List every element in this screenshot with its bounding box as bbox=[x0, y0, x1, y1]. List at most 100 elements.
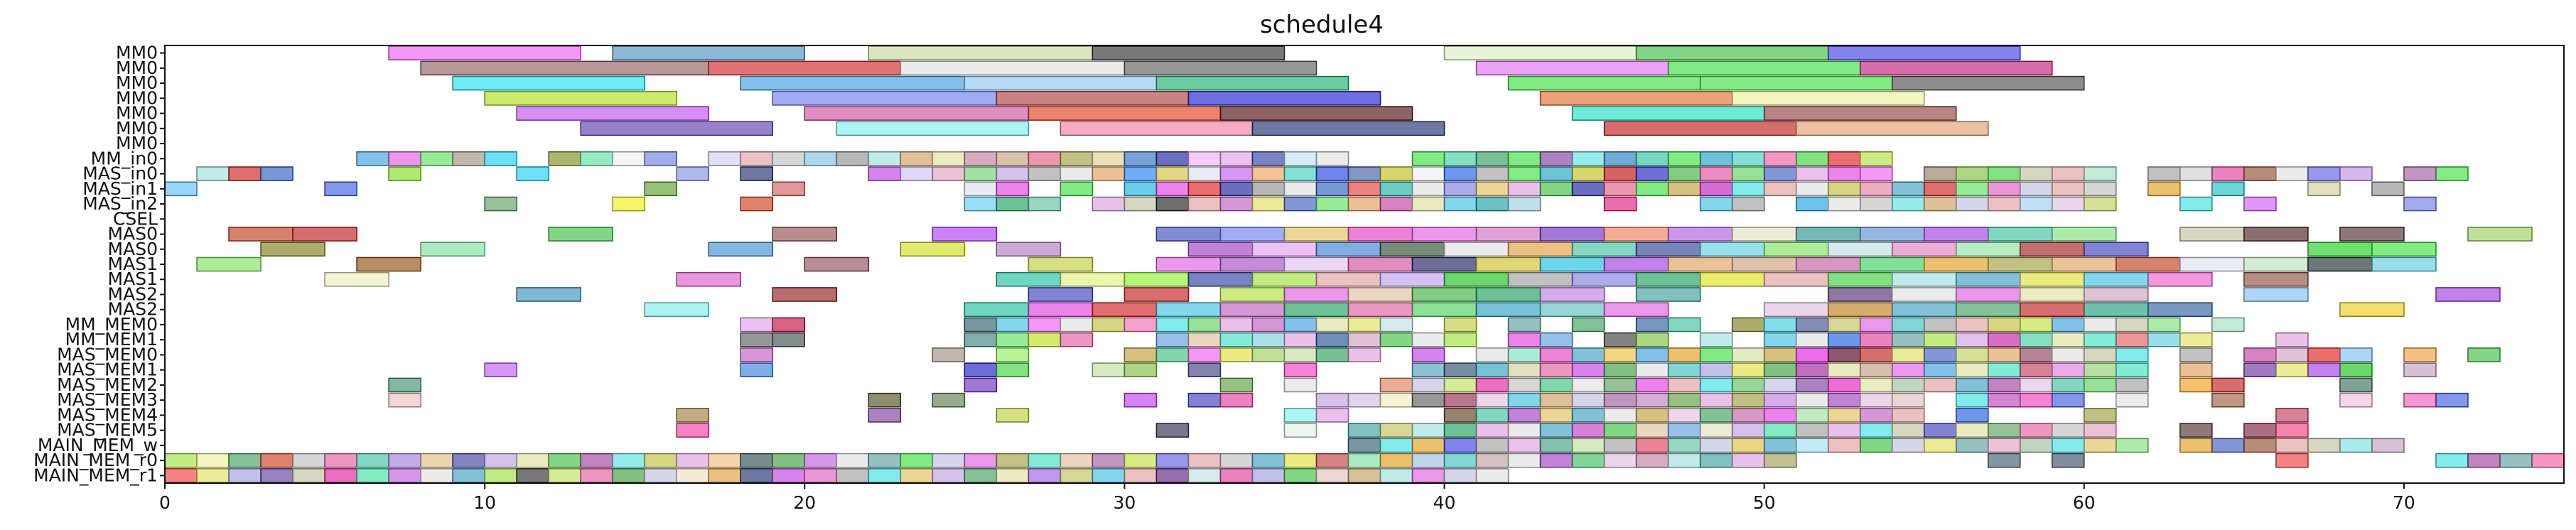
task-bar bbox=[1475, 423, 1509, 438]
task-bar bbox=[1603, 453, 1637, 468]
task-bar bbox=[1955, 423, 1989, 438]
task-bar bbox=[1347, 302, 1413, 318]
task-bar bbox=[2020, 181, 2053, 197]
task-bar bbox=[2339, 166, 2373, 181]
task-bar bbox=[1411, 302, 1477, 318]
task-bar bbox=[1603, 121, 1797, 136]
task-bar bbox=[1539, 438, 1573, 453]
task-bar bbox=[740, 75, 966, 91]
task-bar bbox=[772, 287, 838, 302]
task-bar bbox=[804, 256, 870, 272]
task-bar bbox=[1475, 151, 1509, 166]
task-bar bbox=[1219, 166, 1254, 181]
task-bar bbox=[2020, 317, 2053, 332]
task-bar bbox=[1411, 423, 1445, 438]
y-tick-label: MAS_in2 bbox=[82, 193, 158, 214]
task-bar bbox=[1603, 408, 1637, 423]
task-bar bbox=[964, 151, 998, 166]
task-bar bbox=[1827, 166, 1861, 181]
task-bar bbox=[1475, 196, 1509, 212]
task-bar bbox=[2116, 332, 2149, 347]
task-bar bbox=[2020, 166, 2053, 181]
y-tick-label: MAS_MEM1 bbox=[57, 359, 158, 380]
task-bar bbox=[1155, 151, 1190, 166]
task-bar bbox=[1347, 317, 1381, 332]
task-bar bbox=[1795, 181, 1829, 197]
task-bar bbox=[1699, 408, 1733, 423]
task-bar bbox=[1795, 256, 1861, 272]
task-bar bbox=[1635, 45, 1829, 60]
task-bar bbox=[1475, 392, 1509, 408]
task-bar bbox=[484, 453, 517, 468]
task-bar bbox=[1092, 362, 1126, 377]
task-bar bbox=[1827, 302, 1893, 318]
task-bar bbox=[708, 453, 741, 468]
task-bar bbox=[932, 151, 966, 166]
task-bar bbox=[932, 347, 966, 362]
task-bar bbox=[452, 75, 645, 91]
task-bar bbox=[1571, 377, 1605, 393]
task-bar bbox=[1923, 256, 1989, 272]
task-bar bbox=[2179, 227, 2245, 242]
task-bar bbox=[1251, 166, 1286, 181]
task-bar bbox=[708, 60, 902, 76]
task-bar bbox=[516, 166, 549, 181]
task-bar bbox=[676, 166, 709, 181]
task-bar bbox=[2084, 423, 2117, 438]
task-bar bbox=[1123, 60, 1317, 76]
task-bar bbox=[1603, 438, 1637, 453]
task-bar bbox=[772, 453, 806, 468]
y-tick-label: MM_MEM1 bbox=[65, 329, 158, 350]
task-bar bbox=[452, 453, 485, 468]
task-bar bbox=[1507, 271, 1573, 287]
task-bar bbox=[1891, 271, 1957, 287]
task-bar bbox=[484, 151, 517, 166]
task-bar bbox=[2371, 256, 2437, 272]
task-bar bbox=[1667, 362, 1701, 377]
task-bar bbox=[2084, 317, 2117, 332]
task-bar bbox=[1859, 392, 1893, 408]
task-bar bbox=[1411, 332, 1445, 347]
task-bar bbox=[2147, 181, 2181, 197]
task-bar bbox=[740, 196, 774, 212]
task-bar bbox=[1667, 453, 1701, 468]
task-bar bbox=[1155, 468, 1190, 483]
task-bar bbox=[2211, 166, 2245, 181]
y-tick-label: MM0 bbox=[116, 103, 158, 124]
task-bar bbox=[740, 468, 774, 483]
task-bar bbox=[1827, 347, 1861, 362]
task-bar bbox=[1028, 468, 1062, 483]
task-bar bbox=[1539, 91, 1733, 106]
task-bar bbox=[1859, 151, 1893, 166]
task-bar bbox=[2403, 196, 2437, 212]
task-bar bbox=[1539, 166, 1573, 181]
task-bar bbox=[900, 166, 934, 181]
task-bar bbox=[484, 91, 677, 106]
task-bar bbox=[1379, 242, 1445, 257]
task-bar bbox=[2116, 438, 2149, 453]
task-bar bbox=[1699, 347, 1733, 362]
task-bar bbox=[388, 166, 421, 181]
task-bar bbox=[1507, 423, 1541, 438]
task-bar bbox=[2084, 332, 2117, 347]
task-bar bbox=[900, 151, 934, 166]
task-bar bbox=[1379, 377, 1413, 393]
task-bar bbox=[1603, 166, 1637, 181]
task-bar bbox=[1155, 302, 1222, 318]
task-bar bbox=[964, 377, 998, 393]
task-bar bbox=[2147, 317, 2181, 332]
task-bar bbox=[1347, 181, 1381, 197]
x-tick-label: 20 bbox=[793, 492, 816, 513]
y-tick-label: MAIN_MEM_r0 bbox=[33, 450, 158, 470]
task-bar bbox=[1155, 196, 1190, 212]
task-bar bbox=[1028, 106, 1222, 121]
task-bar bbox=[1891, 392, 1925, 408]
task-bar bbox=[2179, 256, 2245, 272]
x-axis: 0 10 20 30 40 50 60 70 bbox=[159, 483, 2415, 513]
task-bar bbox=[580, 453, 613, 468]
task-bar bbox=[1699, 392, 1733, 408]
task-bar bbox=[1283, 151, 1317, 166]
task-bar bbox=[1315, 181, 1349, 197]
task-bar bbox=[1603, 377, 1637, 393]
